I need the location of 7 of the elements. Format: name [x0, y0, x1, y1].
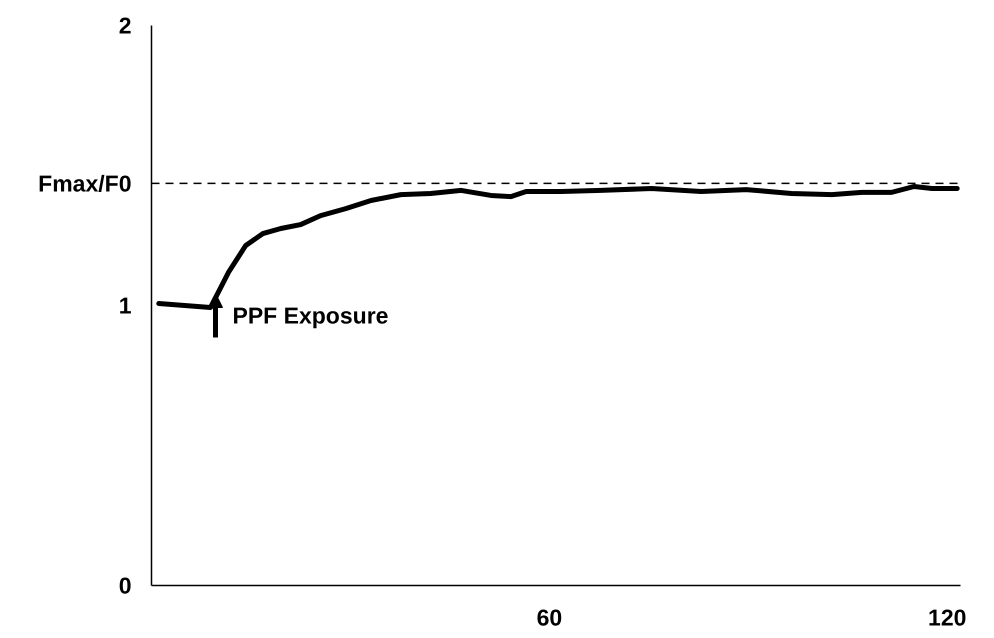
y-tick-label: 2 [118, 12, 132, 38]
annotation: PPF Exposure [232, 302, 388, 328]
y-tick-label: 0 [118, 572, 132, 598]
y-tick-label: Fmax/F0 [38, 170, 132, 196]
y-tick-label: 1 [118, 292, 132, 318]
x-tick-label: 60 [536, 604, 562, 630]
x-tick-label: 120 [928, 604, 966, 630]
